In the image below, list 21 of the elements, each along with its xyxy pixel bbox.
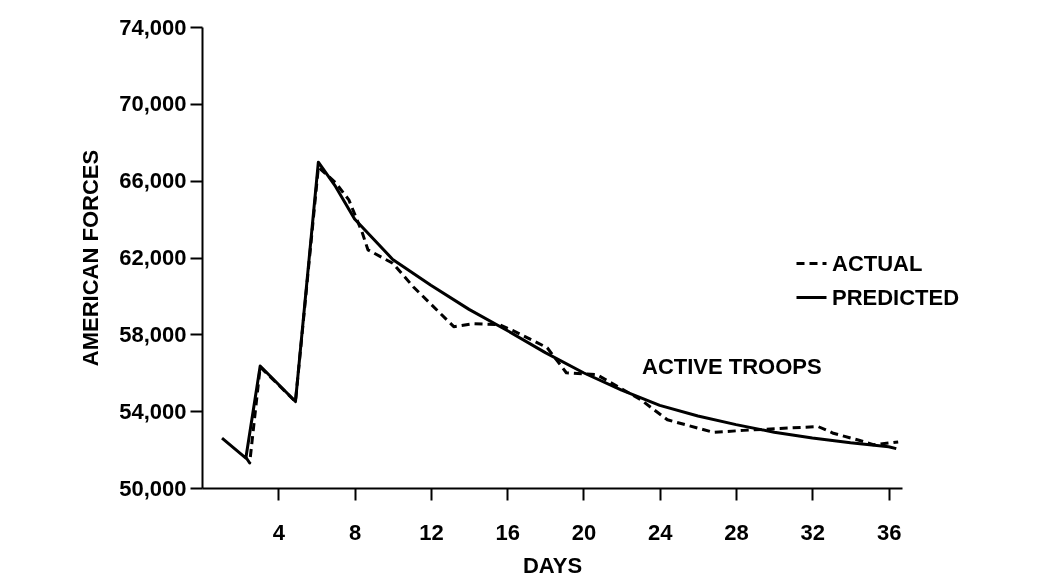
x-tick-label: 20: [571, 519, 597, 545]
x-tick-label: 36: [876, 519, 902, 545]
x-tick-label: 8: [348, 519, 362, 545]
x-axis-title: DAYS: [522, 552, 583, 577]
y-tick-label: 74,000: [119, 14, 187, 40]
y-tick-label: 58,000: [119, 321, 187, 347]
y-tick-label: 54,000: [119, 398, 187, 424]
x-tick-label: 4: [272, 519, 286, 545]
x-tick-label: 16: [495, 519, 520, 545]
x-tick-label: 12: [419, 519, 444, 545]
y-tick-label: 70,000: [119, 91, 187, 117]
legend-label: PREDICTED: [832, 284, 960, 310]
y-axis-title: AMERICAN FORCES: [78, 149, 104, 367]
x-tick-label: 24: [648, 519, 674, 545]
y-tick-label: 62,000: [119, 245, 187, 270]
y-tick-label: 50,000: [119, 475, 187, 501]
y-tick-label: 66,000: [119, 168, 187, 194]
x-tick-label: 32: [800, 519, 826, 545]
x-tick-label: 28: [724, 519, 749, 545]
legend-label: ACTUAL: [832, 250, 923, 276]
annotation: ACTIVE TROOPS: [642, 354, 822, 379]
